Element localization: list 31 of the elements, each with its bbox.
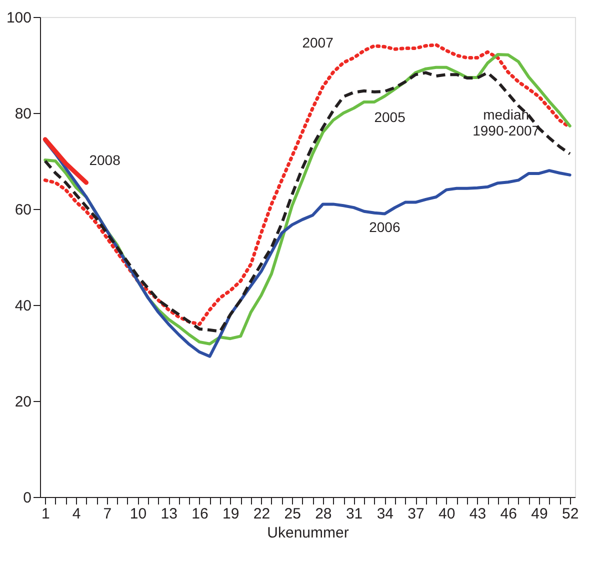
- x-tick-label: 49: [531, 506, 548, 522]
- x-tick-label: 37: [408, 506, 424, 522]
- x-tick-label: 22: [253, 506, 270, 522]
- series-label: 2005: [374, 108, 406, 125]
- x-tick-label: 40: [438, 506, 456, 522]
- line-series: [42, 137, 89, 185]
- x-tick-label: 16: [192, 506, 208, 522]
- y-tick-label: 20: [14, 394, 32, 410]
- series-label: median 1990-2007: [472, 106, 540, 138]
- y-tick-label: 0: [23, 490, 32, 506]
- y-tick-label: 60: [14, 202, 32, 218]
- x-axis-title: Ukenummer: [267, 524, 349, 542]
- series-label: 2006: [369, 219, 400, 236]
- y-tick-label: 80: [14, 106, 32, 122]
- x-tick-label: 34: [376, 506, 394, 522]
- x-tick-label: 4: [72, 506, 81, 522]
- y-tick-label: 40: [14, 298, 32, 314]
- x-tick-label: 10: [130, 506, 147, 522]
- x-tick-label: 46: [500, 506, 517, 522]
- x-tick-label: 19: [222, 506, 240, 522]
- series-label: 2007: [302, 34, 334, 50]
- x-tick-label: 28: [315, 506, 332, 522]
- y-tick-label: 100: [6, 10, 32, 26]
- x-tick-label: 1: [41, 506, 50, 522]
- x-tick-label: 31: [346, 506, 363, 522]
- x-tick-label: 13: [160, 506, 178, 522]
- series-label: 2008: [89, 152, 121, 168]
- x-tick-label: 52: [562, 506, 579, 522]
- x-tick-label: 25: [284, 506, 301, 522]
- x-tick-label: 7: [103, 506, 112, 522]
- x-tick-label: 43: [469, 506, 486, 522]
